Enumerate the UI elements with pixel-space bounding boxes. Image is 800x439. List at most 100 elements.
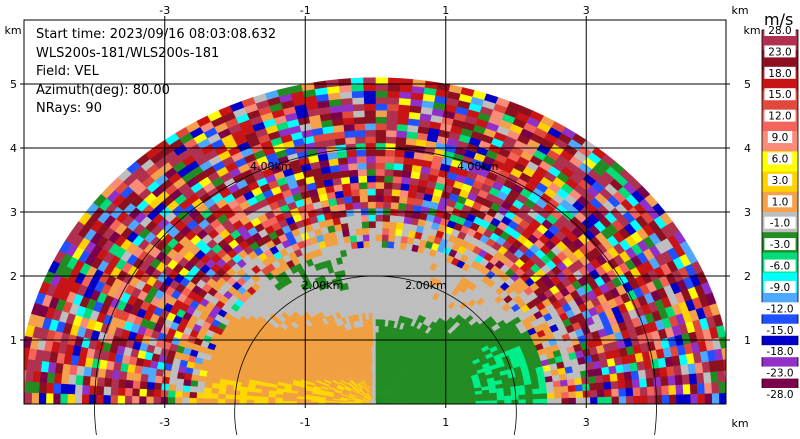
velocity-cell <box>384 169 393 176</box>
colorbar-label: -28.0 <box>766 389 793 401</box>
velocity-cell <box>385 143 395 150</box>
velocity-cell <box>631 370 639 379</box>
velocity-cell <box>376 326 379 333</box>
velocity-cell <box>379 300 383 307</box>
velocity-cell <box>384 182 393 189</box>
velocity-cell <box>118 388 126 396</box>
velocity-cell <box>204 399 211 405</box>
velocity-cell <box>676 394 683 404</box>
velocity-cell <box>355 137 366 144</box>
velocity-cell <box>370 267 375 274</box>
velocity-cell <box>344 196 353 203</box>
velocity-cell <box>400 183 409 190</box>
velocity-cell <box>388 235 395 242</box>
velocity-cell <box>597 389 605 397</box>
velocity-cell <box>645 369 653 379</box>
velocity-cell <box>359 182 368 189</box>
velocity-cell <box>400 236 408 243</box>
velocity-cell <box>405 204 414 212</box>
velocity-cell <box>352 202 360 209</box>
velocity-cell <box>105 370 113 379</box>
velocity-cell <box>341 104 353 111</box>
velocity-cell <box>364 97 376 104</box>
velocity-cell <box>718 371 726 383</box>
velocity-cell <box>387 110 399 117</box>
velocity-cell <box>168 391 176 398</box>
colorbar-label: 3.0 <box>772 175 789 187</box>
y-tick-label-right: 1 <box>744 334 751 347</box>
velocity-cell <box>32 382 40 393</box>
velocity-cell <box>197 387 205 393</box>
velocity-cell <box>345 203 353 210</box>
velocity-cell <box>661 385 669 395</box>
velocity-cell <box>397 118 409 125</box>
velocity-cell <box>619 396 626 404</box>
velocity-cell <box>397 124 408 131</box>
velocity-cell <box>388 241 395 248</box>
velocity-cell <box>385 280 390 287</box>
velocity-cell <box>398 203 406 210</box>
velocity-cell <box>376 97 388 104</box>
velocity-cell <box>211 399 218 404</box>
velocity-cell <box>398 249 405 256</box>
velocity-cell <box>371 280 376 287</box>
velocity-cell <box>189 392 197 398</box>
velocity-cell <box>389 228 396 235</box>
velocity-cell <box>365 117 376 124</box>
velocity-cell <box>275 398 282 401</box>
x-tick-label-bottom: 1 <box>442 416 449 429</box>
velocity-cell <box>381 267 387 274</box>
velocity-cell <box>383 300 388 307</box>
velocity-cell <box>363 241 370 248</box>
velocity-cell <box>504 395 511 400</box>
velocity-cell <box>382 234 389 241</box>
velocity-cell <box>569 398 576 404</box>
velocity-cell <box>219 384 227 390</box>
velocity-cell <box>726 381 734 393</box>
velocity-cell <box>562 398 569 404</box>
velocity-cell <box>204 388 212 394</box>
velocity-cell <box>611 381 619 389</box>
velocity-cell <box>504 400 511 404</box>
velocity-cell <box>155 376 163 384</box>
velocity-cell <box>191 375 199 382</box>
velocity-cell <box>169 378 177 385</box>
velocity-cell <box>24 393 31 404</box>
velocity-cell <box>376 84 388 91</box>
velocity-cell <box>346 144 357 151</box>
velocity-cell <box>351 189 360 196</box>
range-ring-label: 4.00km <box>250 160 292 173</box>
velocity-cell <box>226 385 234 391</box>
velocity-cell <box>392 183 401 190</box>
velocity-cell <box>197 381 205 387</box>
velocity-cell <box>371 293 375 300</box>
colorbar-label: 6.0 <box>772 153 789 165</box>
velocity-cell <box>218 389 226 394</box>
velocity-cell <box>366 274 371 281</box>
velocity-cell <box>153 397 160 404</box>
y-tick-label-left: 2 <box>10 270 17 283</box>
velocity-cell <box>367 169 376 176</box>
velocity-cell <box>359 189 368 196</box>
colorbar-label: 18.0 <box>768 68 791 80</box>
velocity-cell <box>407 191 416 199</box>
velocity-cell <box>397 216 405 223</box>
velocity-cell <box>254 392 262 396</box>
velocity-cell <box>365 261 371 268</box>
velocity-cell <box>397 209 405 216</box>
velocity-cell <box>370 254 376 261</box>
velocity-cell <box>376 228 383 235</box>
velocity-cell <box>396 222 404 229</box>
velocity-cell <box>669 394 676 404</box>
velocity-cell <box>719 382 727 393</box>
velocity-cell <box>60 384 68 394</box>
velocity-cell <box>342 111 354 118</box>
velocity-cell <box>168 384 176 391</box>
velocity-cell <box>553 380 561 387</box>
velocity-cell <box>254 396 261 400</box>
velocity-cell <box>383 306 387 313</box>
velocity-cell <box>379 313 383 320</box>
velocity-cell <box>383 202 391 209</box>
x-tick-label-top: -1 <box>300 4 311 17</box>
y-tick-label-right: 4 <box>744 142 751 155</box>
